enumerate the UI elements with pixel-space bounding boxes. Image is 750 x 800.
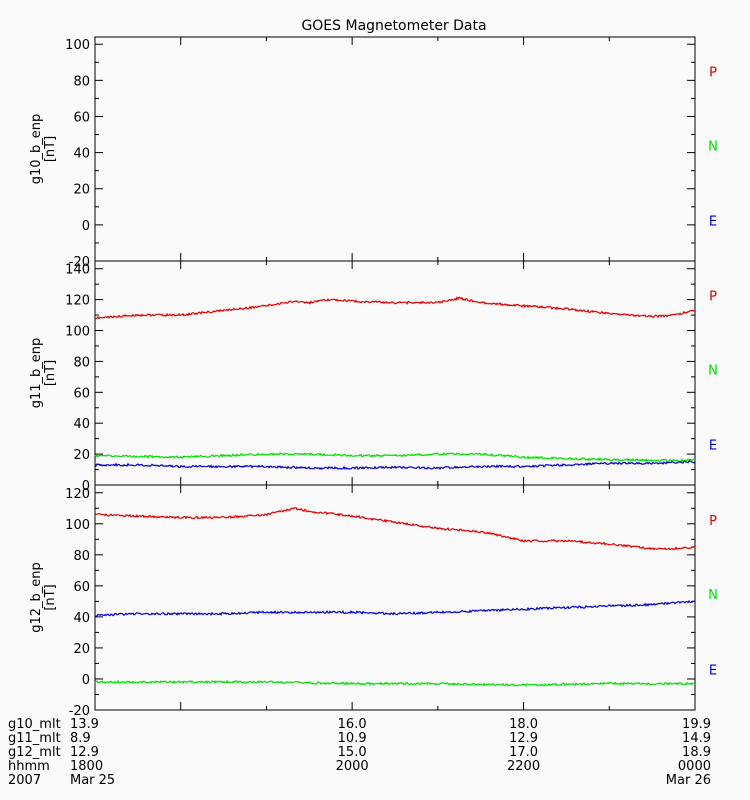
y-tick-label: 80 <box>73 355 90 370</box>
axis-row-label: g10_mlt <box>8 717 61 732</box>
panel-frame <box>94 260 696 486</box>
axis-row-value: 18.9 <box>682 745 711 760</box>
axis-row-value: 18.0 <box>509 717 538 732</box>
y-tick-label: 60 <box>73 110 90 125</box>
y-tick-label: 120 <box>65 487 90 502</box>
y-tick-label: 20 <box>73 183 90 198</box>
y-tick-label: 60 <box>73 386 90 401</box>
series-e <box>94 460 696 471</box>
panel-2: 0 20 40 60 80 100 120 140 g11_b_enp [nT] P N E <box>29 260 718 494</box>
legend-e: E <box>709 439 717 454</box>
axis-row-value: 16.0 <box>338 717 367 732</box>
axis-row-label: 2007 <box>8 773 41 788</box>
time-axis-table: g10_mlt 13.9 16.0 18.0 19.9 g11_mlt 8.9 10.9 12.… <box>8 717 711 788</box>
series-n <box>94 451 696 463</box>
axis-row-value: 2000 <box>336 759 369 774</box>
series-n <box>94 679 696 688</box>
y-tick-label: 40 <box>73 611 90 626</box>
y-tick-label: 0 <box>82 673 90 688</box>
axis-row-value: 14.9 <box>682 731 711 746</box>
y-axis-label: g11_b_enp <box>29 338 44 409</box>
y-tick-label: 140 <box>65 263 90 278</box>
axis-row-label: g11_mlt <box>8 731 61 746</box>
legend-n: N <box>708 588 718 603</box>
panel-frame <box>94 36 696 262</box>
axis-row-value: 12.9 <box>70 745 99 760</box>
axis-row-value: 10.9 <box>338 731 367 746</box>
y-axis-unit: [nT] <box>43 584 58 610</box>
legend-p: P <box>709 514 717 529</box>
panel-frame <box>94 484 696 711</box>
panel-1: -20 0 20 40 60 80 100 g10_b_enp [nT] P N E <box>29 36 718 270</box>
legend-n: N <box>708 140 718 155</box>
legend-p: P <box>709 66 717 81</box>
axis-row-value: 0000 <box>678 759 711 774</box>
y-tick-label: 0 <box>82 219 90 234</box>
series-p <box>94 506 696 551</box>
y-tick-label: 40 <box>73 147 90 162</box>
y-tick-label: 100 <box>65 518 90 533</box>
axis-row-value: 15.0 <box>338 745 367 760</box>
y-tick-label: 120 <box>65 294 90 309</box>
axis-row-label: g12_mlt <box>8 745 61 760</box>
y-tick-label: 60 <box>73 580 90 595</box>
y-tick-label: 100 <box>65 38 90 53</box>
y-tick-label: -20 <box>69 255 90 270</box>
panel-3: -20 0 20 40 60 80 100 120 g12_b_enp [nT] P N E <box>29 484 718 719</box>
y-tick-label: 20 <box>73 642 90 657</box>
axis-row-value: 19.9 <box>682 717 711 732</box>
y-axis-unit: [nT] <box>43 136 58 162</box>
y-tick-label: 40 <box>73 417 90 432</box>
y-axis-unit: [nT] <box>43 360 58 386</box>
axis-row-value: 8.9 <box>70 731 91 746</box>
axis-row-label: hhmm <box>8 759 50 774</box>
legend-p: P <box>709 290 717 305</box>
y-tick-label: 100 <box>65 325 90 340</box>
y-axis-label: g12_b_enp <box>29 562 44 633</box>
legend-e: E <box>709 664 717 679</box>
series-e <box>94 600 696 618</box>
axis-row-value: 2200 <box>507 759 540 774</box>
y-axis-label: g10_b_enp <box>29 114 44 185</box>
y-tick-label: 20 <box>73 448 90 463</box>
y-tick-label: 80 <box>73 74 90 89</box>
y-tick-label: -20 <box>69 704 90 719</box>
axis-row-value: 1800 <box>70 759 103 774</box>
legend-n: N <box>708 364 718 379</box>
y-tick-label: 80 <box>73 549 90 564</box>
axis-row-value: 13.9 <box>70 717 99 732</box>
axis-row-value: Mar 25 <box>70 773 115 788</box>
y-tick-label: 0 <box>82 479 90 494</box>
legend-e: E <box>709 215 717 230</box>
axis-row-value: 12.9 <box>509 731 538 746</box>
axis-row-value: 17.0 <box>509 745 538 760</box>
chart-title: GOES Magnetometer Data <box>301 18 486 34</box>
axis-row-value: Mar 26 <box>666 773 711 788</box>
series-p <box>94 296 696 320</box>
